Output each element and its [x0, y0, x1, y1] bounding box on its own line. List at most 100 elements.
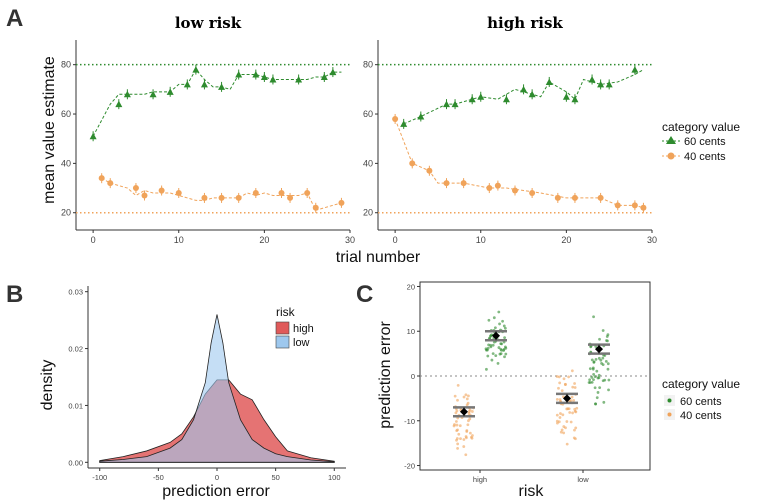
- x-tick-label: 100: [328, 473, 341, 482]
- scatter-point: [606, 362, 610, 366]
- scatter-point: [453, 394, 457, 398]
- scatter-point: [485, 367, 488, 371]
- data-point-60: [545, 78, 553, 85]
- scatter-point: [571, 411, 574, 415]
- data-point-60: [252, 71, 260, 78]
- scatter-point: [588, 378, 592, 382]
- data-point-40: [304, 189, 311, 196]
- scatter-point: [572, 398, 576, 402]
- data-point-40: [252, 189, 259, 196]
- scatter-point: [465, 429, 469, 432]
- scatter-point: [592, 360, 596, 364]
- x-tick-label: 20: [561, 235, 571, 245]
- legend-c-40-marker: [667, 412, 672, 417]
- data-point-40: [98, 175, 105, 182]
- y-tick-label: 0: [411, 372, 415, 381]
- data-point-60: [329, 68, 337, 76]
- scatter-point: [607, 388, 610, 392]
- scatter-point: [574, 426, 578, 430]
- legend-panel-b: risk high low: [275, 305, 314, 349]
- data-point-40: [597, 194, 604, 201]
- y-tick-label: 60: [363, 109, 373, 119]
- scatter-point: [567, 375, 571, 379]
- y-tick-label: 20: [61, 208, 71, 218]
- legend-a-title: category value: [662, 120, 740, 134]
- y-tick-label: 20: [363, 208, 373, 218]
- panel-a-ylabel: mean value estimate: [41, 56, 58, 204]
- data-point-40: [175, 189, 182, 196]
- scatter-point: [594, 402, 597, 406]
- data-point-60: [588, 75, 596, 83]
- data-point-40: [107, 180, 114, 187]
- y-tick-label: 80: [61, 60, 71, 70]
- density-low: [99, 314, 335, 463]
- scatter-point: [491, 343, 495, 347]
- scatter-point: [590, 376, 594, 379]
- scatter-point: [468, 431, 472, 435]
- scatter-point: [569, 399, 573, 402]
- data-point-40: [201, 194, 208, 201]
- scatter-point: [573, 382, 576, 385]
- scatter-point: [591, 366, 595, 370]
- legend-b-low-swatch: [275, 335, 290, 349]
- data-point-40: [529, 189, 536, 196]
- scatter-point: [559, 412, 562, 415]
- scatter-point: [462, 445, 466, 448]
- panel-c-xlabel: risk: [519, 483, 545, 500]
- scatter-point: [592, 373, 596, 376]
- scatter-point: [588, 381, 592, 384]
- y-tick-label: 0.03: [68, 288, 83, 297]
- y-tick-label: -10: [404, 417, 415, 426]
- legend-c-title: category value: [662, 377, 740, 391]
- data-point-60: [320, 73, 328, 81]
- scatter-point: [503, 326, 507, 330]
- scatter-point: [562, 431, 566, 435]
- scatter-point: [596, 376, 600, 380]
- scatter-point: [590, 358, 594, 362]
- scatter-point: [491, 352, 495, 356]
- scatter-point: [601, 329, 605, 332]
- y-tick-label: 0.00: [68, 458, 83, 467]
- scatter-point: [602, 400, 606, 404]
- scatter-point: [456, 446, 459, 450]
- scatter-point: [499, 352, 503, 356]
- data-point-60: [571, 95, 579, 103]
- x-tick-label: low: [577, 475, 589, 484]
- scatter-point: [568, 411, 572, 414]
- scatter-point: [572, 436, 576, 440]
- scatter-point: [573, 409, 577, 413]
- x-tick-label: 10: [476, 235, 486, 245]
- legend-c-40-label: 40 cents: [680, 410, 722, 422]
- y-tick-label: 10: [407, 327, 415, 336]
- scatter-point: [575, 406, 579, 410]
- scatter-point: [487, 318, 491, 322]
- scatter-point: [496, 362, 500, 365]
- mean-marker: [563, 394, 571, 403]
- data-point-60: [528, 90, 536, 98]
- scatter-point: [593, 375, 597, 379]
- data-point-40: [409, 160, 416, 167]
- scatter-point: [504, 352, 508, 356]
- data-point-60: [417, 112, 425, 120]
- data-point-60: [235, 71, 243, 78]
- scatter-point: [604, 360, 608, 363]
- series-line-60: [92, 68, 342, 137]
- scatter-point: [601, 363, 605, 367]
- data-point-60: [502, 95, 510, 103]
- x-tick-label: 50: [271, 473, 279, 482]
- scatter-point: [556, 421, 559, 425]
- data-point-60: [166, 88, 174, 95]
- data-point-40: [640, 204, 647, 211]
- scatter-point: [499, 347, 503, 351]
- scatter-point: [492, 340, 496, 344]
- scatter-point: [593, 386, 597, 390]
- y-tick-label: 80: [363, 60, 373, 70]
- scatter-point: [598, 337, 601, 341]
- scatter-point: [596, 391, 600, 394]
- scatter-point: [466, 423, 470, 427]
- x-tick-label: 0: [215, 473, 219, 482]
- scatter-point: [454, 420, 458, 423]
- scatter-point: [503, 355, 506, 359]
- scatter-point: [503, 336, 507, 340]
